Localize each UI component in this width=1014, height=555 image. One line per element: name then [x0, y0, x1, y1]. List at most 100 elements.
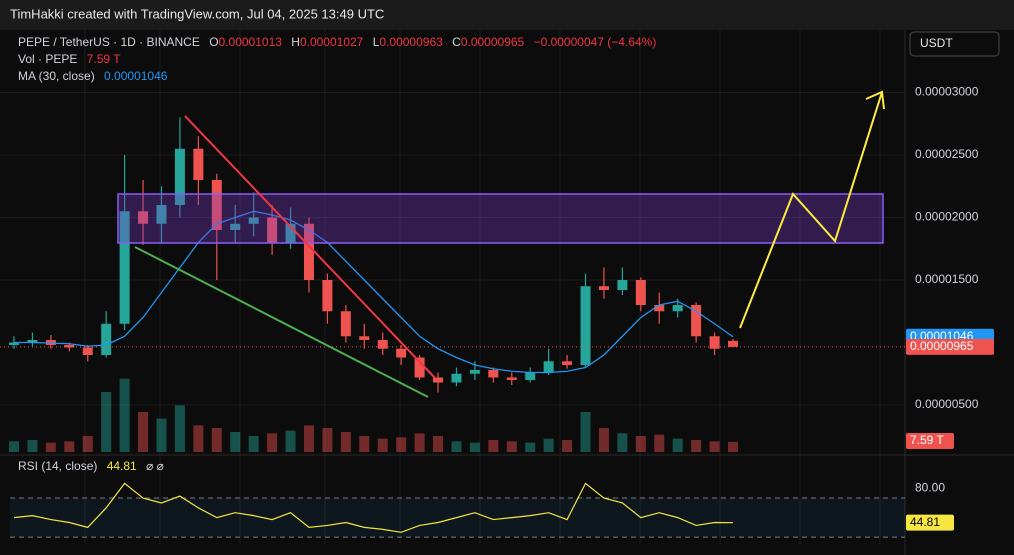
volume-bar [617, 433, 628, 452]
volume-bar [580, 412, 591, 452]
ma-title: MA (30, close) [18, 69, 95, 83]
high-value: 0.00001027 [300, 35, 364, 49]
candle-body [414, 357, 425, 378]
volume-bar [101, 392, 112, 452]
volume-value: 7.59 T [87, 52, 121, 66]
volume-bar [562, 440, 573, 452]
open-value: 0.00001013 [219, 35, 283, 49]
volume-bar [469, 442, 480, 452]
credit: TimHakki created with TradingView.com, J… [10, 6, 384, 21]
volume-bar [119, 378, 130, 452]
candle-body [174, 148, 185, 205]
volume-bar [488, 440, 499, 452]
volume-bar [340, 432, 351, 452]
candle-body [322, 280, 333, 312]
candle-body [525, 372, 536, 380]
volume-bar [433, 436, 444, 452]
rsi-symbols: ⌀ ⌀ [146, 459, 164, 473]
candle-body [248, 217, 259, 224]
candle-body [193, 148, 204, 180]
candle-body [211, 180, 222, 230]
volume-bar [635, 436, 646, 452]
candle-body [728, 340, 738, 347]
candle-body [156, 205, 167, 224]
volume-bar [248, 436, 259, 452]
volume-title: Vol · PEPE [18, 52, 77, 66]
volume-bar [654, 434, 665, 452]
volume-bar [64, 441, 75, 452]
volume-bar [211, 428, 222, 452]
header-bar [0, 0, 1014, 30]
candle-body [469, 370, 480, 374]
low-label: L [373, 35, 380, 49]
volume-bar [267, 433, 278, 452]
ma-legend: MA (30, close) 0.00001046 [18, 69, 168, 83]
candle-body [359, 336, 370, 340]
rsi-title: RSI (14, close) [18, 459, 97, 473]
volume-bar [543, 438, 554, 452]
candle-body [709, 336, 720, 349]
y-tick-label: 0.00002500 [915, 147, 979, 161]
volume-bar [27, 440, 38, 452]
candle-body [64, 345, 75, 348]
candle-body [506, 377, 517, 380]
volume-bar [156, 418, 167, 452]
candle-body [138, 211, 149, 224]
candle-body [672, 305, 683, 312]
candle-body [340, 311, 351, 337]
candle-body [580, 286, 591, 365]
projection-arrow [865, 90, 885, 110]
volume-badge [906, 433, 954, 449]
volume-bar [45, 442, 56, 452]
volume-bar [506, 441, 517, 452]
rsi-value: 44.81 [107, 459, 137, 473]
ma-line [14, 210, 734, 374]
volume-bar [303, 425, 314, 452]
volume-bar [709, 441, 720, 452]
volume-bar [396, 437, 407, 452]
volume-bar [598, 428, 609, 452]
symbol-title: PEPE / TetherUS · 1D · BINANCE [18, 35, 200, 49]
candle-body [617, 280, 628, 290]
volume-bar [322, 428, 333, 452]
candle-body [451, 373, 462, 383]
volume-bar [691, 440, 702, 452]
y-tick-label: 0.00000500 [915, 397, 979, 411]
volume-bar [285, 430, 296, 452]
rsi-line [13, 482, 734, 533]
close-badge [906, 338, 994, 355]
resistance-zone [117, 193, 884, 244]
volume-bar [230, 432, 241, 452]
candle-body [598, 286, 609, 290]
y-tick-label: 0.00003000 [915, 85, 979, 99]
candle-body [267, 217, 278, 243]
volume-bar [525, 442, 536, 452]
candle-body [82, 347, 93, 355]
volume-bar [451, 441, 462, 452]
candle-body [543, 361, 554, 373]
candle-body [488, 370, 499, 378]
candle-body [433, 377, 444, 383]
trend-line-lower [134, 246, 429, 398]
volume-legend: Vol · PEPE 7.59 T [18, 52, 121, 66]
candle-body [230, 223, 241, 230]
low-value: 0.00000963 [379, 35, 443, 49]
candle-body [654, 305, 665, 312]
currency-label[interactable]: USDT [920, 36, 953, 50]
rsi-badge [906, 514, 954, 531]
y-tick-label: 0.00001500 [915, 272, 979, 286]
legend-line: PEPE / TetherUS · 1D · BINANCE O0.000010… [18, 35, 656, 49]
candle-body [562, 361, 573, 365]
close-label: C [452, 35, 461, 49]
open-label: O [209, 35, 218, 49]
candle-body [119, 211, 130, 324]
candle-body [396, 348, 407, 358]
volume-bar [672, 438, 683, 452]
close-badge-label: 0.00000965 [910, 339, 974, 353]
candle-body [285, 223, 296, 243]
volume-bar [193, 425, 204, 452]
currency-button[interactable] [909, 31, 1000, 57]
trend-line-upper [184, 115, 436, 379]
rsi-tick-label: 80.00 [915, 480, 945, 494]
